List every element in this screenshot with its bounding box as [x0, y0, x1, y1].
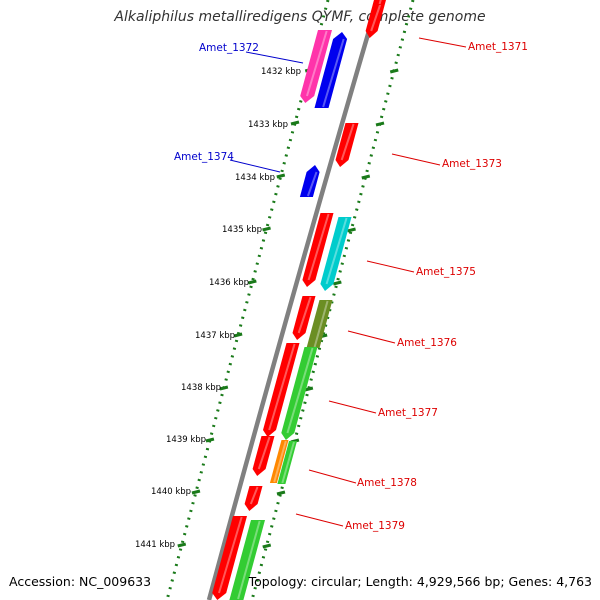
kbp-label-1437: 1437 kbp — [195, 331, 235, 341]
kbp-label-1439: 1439 kbp — [166, 435, 206, 445]
gene-highlight — [257, 436, 271, 470]
genome-title: Alkaliphilus metalliredigens QYMF, compl… — [114, 9, 486, 25]
gene-arrow-amet-1376a[interactable] — [292, 296, 316, 340]
kbp-tick-right — [361, 174, 371, 180]
leader-line-amet-1372 — [245, 51, 304, 64]
kbp-tick-right — [375, 121, 385, 127]
kbp-label-1438: 1438 kbp — [181, 383, 221, 393]
label-leader-lines — [229, 37, 467, 527]
gene-arrow-amet-1377[interactable] — [281, 347, 318, 440]
gene-arrow-amet-1374[interactable] — [299, 165, 320, 197]
kbp-tick-right — [276, 490, 286, 496]
kbp-labels: 1432 kbp 1433 kbp 1434 kbp 1435 kbp 1436… — [135, 67, 301, 550]
kbp-label-1440: 1440 kbp — [151, 487, 191, 497]
gene-arrow-amet-1378[interactable] — [269, 440, 289, 483]
gene-arrow-amet-1378a[interactable] — [252, 436, 275, 476]
gene-highlight — [378, 0, 382, 5]
gene-highlight — [340, 123, 355, 161]
kbp-tick-left — [177, 542, 187, 548]
gene-label-amet-1379[interactable]: Amet_1379 — [345, 520, 405, 532]
leader-line-amet-1375 — [366, 260, 415, 273]
kbp-label-1433: 1433 kbp — [248, 120, 288, 130]
gene-arrow-amet-1375[interactable] — [320, 217, 352, 291]
kbp-tick-right — [262, 543, 272, 549]
gene-highlight — [218, 516, 243, 594]
kbp-label-1441: 1441 kbp — [135, 540, 175, 550]
gene-label-amet-1375[interactable]: Amet_1375 — [416, 266, 476, 278]
kbp-tick-right — [347, 227, 356, 233]
gene-highlight — [306, 171, 318, 197]
kbp-tick-left — [262, 226, 271, 232]
kbp-tick-right — [304, 386, 314, 392]
gene-arrow-amet-1377a[interactable] — [263, 343, 300, 437]
gene-arrow-amet-1375a[interactable] — [302, 213, 334, 287]
gene-highlight — [370, 0, 383, 32]
gene-features — [212, 0, 391, 600]
leader-line-amet-1377 — [328, 400, 377, 414]
gene-highlight — [249, 486, 259, 505]
gene-arrow-amet-1371[interactable] — [365, 0, 386, 38]
gene-arrow-amet-1376[interactable] — [306, 300, 333, 348]
gene-label-amet-1374[interactable]: Amet_1374 — [174, 151, 234, 163]
gene-label-amet-1376[interactable]: Amet_1376 — [397, 337, 457, 349]
gene-highlight — [268, 343, 296, 431]
backbone — [206, 0, 381, 600]
gene-highlight — [313, 300, 329, 348]
kbp-tick-left — [247, 279, 257, 285]
gene-label-amet-1371[interactable]: Amet_1371 — [468, 41, 528, 53]
gene-highlight — [281, 441, 295, 484]
gene-arrow-amet-1371b[interactable] — [372, 0, 391, 5]
gene-arrow-amet-1379a[interactable] — [244, 486, 263, 511]
gene-labels: Amet_1372 Amet_1374 Amet_1371 Amet_1373 … — [174, 41, 528, 532]
gene-arrow-amet-1378b[interactable] — [277, 441, 297, 484]
gene-arrow-amet-1373[interactable] — [335, 123, 359, 167]
gene-arrow-amet-1372[interactable] — [300, 30, 332, 103]
kbp-tick-right — [389, 68, 399, 74]
kbp-tick-left — [205, 437, 215, 443]
leader-line-amet-1379 — [295, 513, 344, 527]
kbp-tick-left — [233, 332, 243, 338]
gene-highlight — [286, 347, 314, 434]
gene-highlight — [322, 38, 345, 108]
gene-arrow-amet-1372b[interactable] — [314, 32, 348, 108]
leader-line-amet-1374 — [229, 159, 281, 173]
leader-line-amet-1373 — [391, 153, 441, 166]
leader-line-amet-1378 — [308, 469, 357, 484]
gene-highlight — [307, 213, 330, 281]
kbp-tick-right — [332, 280, 342, 286]
gene-arrow-amet-1379[interactable] — [212, 516, 247, 600]
gene-highlight — [237, 520, 261, 600]
gene-label-amet-1378[interactable]: Amet_1378 — [357, 477, 417, 489]
genome-summary-text: Topology: circular; Length: 4,929,566 bp… — [248, 574, 592, 589]
gene-label-amet-1373[interactable]: Amet_1373 — [442, 158, 502, 170]
gene-label-amet-1372[interactable]: Amet_1372 — [199, 42, 259, 54]
kbp-label-1432: 1432 kbp — [261, 67, 301, 77]
leader-line-amet-1376 — [347, 330, 396, 344]
gene-arrow-amet-1379b[interactable] — [229, 520, 265, 600]
gene-highlight — [297, 296, 312, 334]
kbp-label-1435: 1435 kbp — [222, 225, 262, 235]
gene-highlight — [306, 30, 328, 97]
gene-highlight — [273, 440, 287, 483]
leader-line-amet-1371 — [418, 37, 467, 48]
kbp-label-1436: 1436 kbp — [209, 278, 249, 288]
kbp-tick-left — [290, 120, 300, 126]
gene-highlight — [325, 217, 348, 285]
kbp-tick-left — [276, 173, 286, 179]
kbp-tick-left — [219, 385, 229, 391]
kbp-tick-left — [191, 489, 201, 495]
gene-label-amet-1377[interactable]: Amet_1377 — [378, 407, 438, 419]
accession-text: Accession: NC_009633 — [9, 574, 152, 589]
kbp-label-1434: 1434 kbp — [235, 173, 275, 183]
